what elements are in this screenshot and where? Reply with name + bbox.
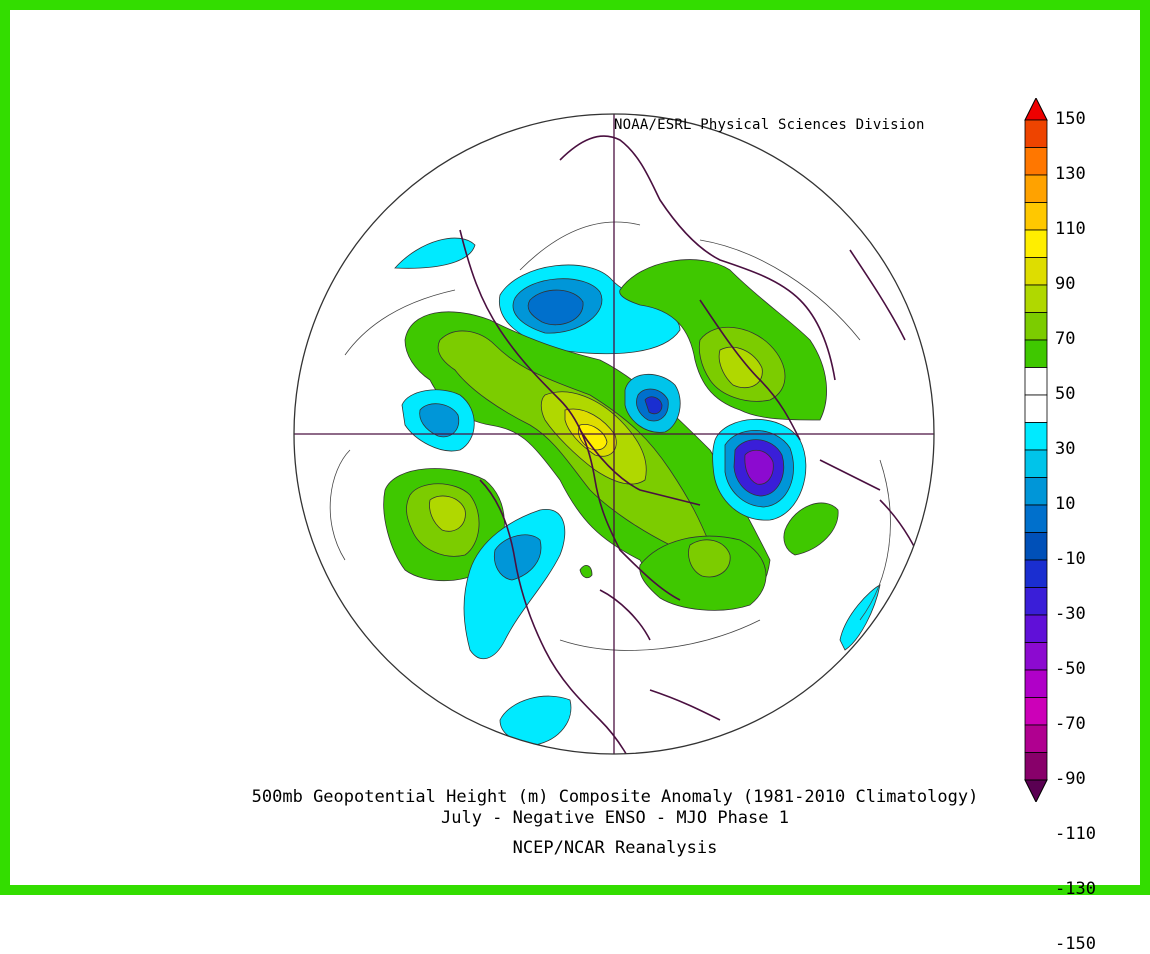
colorbar-segment (1024, 422, 1048, 451)
colorbar-segment (1024, 367, 1048, 396)
data-source: NCEP/NCAR Reanalysis (512, 838, 718, 858)
colorbar-tick-label: 30 (1055, 439, 1076, 459)
anomaly-field (329, 221, 891, 746)
colorbar-tick-label: -150 (1055, 934, 1096, 954)
colorbar-segment (1024, 642, 1048, 671)
coastlines (459, 135, 926, 754)
colorbar-tick-label: 70 (1055, 329, 1076, 349)
colorbar-bottom-arrow (1024, 779, 1048, 802)
colorbar-tick-label: 110 (1055, 219, 1086, 239)
colorbar-tick-label: 130 (1055, 164, 1086, 184)
map-boundary-circle (293, 113, 935, 755)
colorbar-tick-label: -50 (1055, 659, 1086, 679)
colorbar-segment (1024, 752, 1048, 781)
colorbar-tick-label: -110 (1055, 824, 1096, 844)
colorbar-top-arrow (1024, 98, 1048, 121)
colorbar-segment (1024, 504, 1048, 533)
colorbar-tick-label: -10 (1055, 549, 1086, 569)
colorbar-segment (1024, 284, 1048, 313)
colorbar-tick-label: 50 (1055, 384, 1076, 404)
colorbar-segment (1024, 394, 1048, 423)
colorbar-segment (1024, 532, 1048, 561)
colorbar-segment (1024, 257, 1048, 286)
colorbar-segment (1024, 477, 1048, 506)
colorbar-segment (1024, 614, 1048, 643)
colorbar-tick-label: 90 (1055, 274, 1076, 294)
colorbar-tick-label: -70 (1055, 714, 1086, 734)
colorbar-segment (1024, 559, 1048, 588)
colorbar-segment (1024, 312, 1048, 341)
colorbar-segment (1024, 229, 1048, 258)
colorbar-segment (1024, 697, 1048, 726)
colorbar-segment (1024, 147, 1048, 176)
colorbar-segment (1024, 119, 1048, 148)
meridians (294, 114, 934, 754)
colorbar-segment (1024, 202, 1048, 231)
colorbar-tick-label: 10 (1055, 494, 1076, 514)
colorbar-tick-label: 150 (1055, 109, 1086, 129)
colorbar-tick-label: -90 (1055, 769, 1086, 789)
colorbar-segment (1024, 724, 1048, 753)
colorbar (1024, 98, 1048, 802)
colorbar-segment (1024, 339, 1048, 368)
colorbar-segment (1024, 174, 1048, 203)
colorbar-segment (1024, 587, 1048, 616)
polar-map (293, 113, 935, 755)
colorbar-segment (1024, 449, 1048, 478)
figure-title: 500mb Geopotential Height (m) Composite … (251, 787, 979, 807)
colorbar-tick-label: -30 (1055, 604, 1086, 624)
colorbar-segment (1024, 669, 1048, 698)
colorbar-tick-label: -130 (1055, 879, 1096, 899)
figure-subtitle: July - Negative ENSO - MJO Phase 1 (441, 808, 789, 828)
credit-label: NOAA/ESRL Physical Sciences Division (614, 117, 925, 133)
